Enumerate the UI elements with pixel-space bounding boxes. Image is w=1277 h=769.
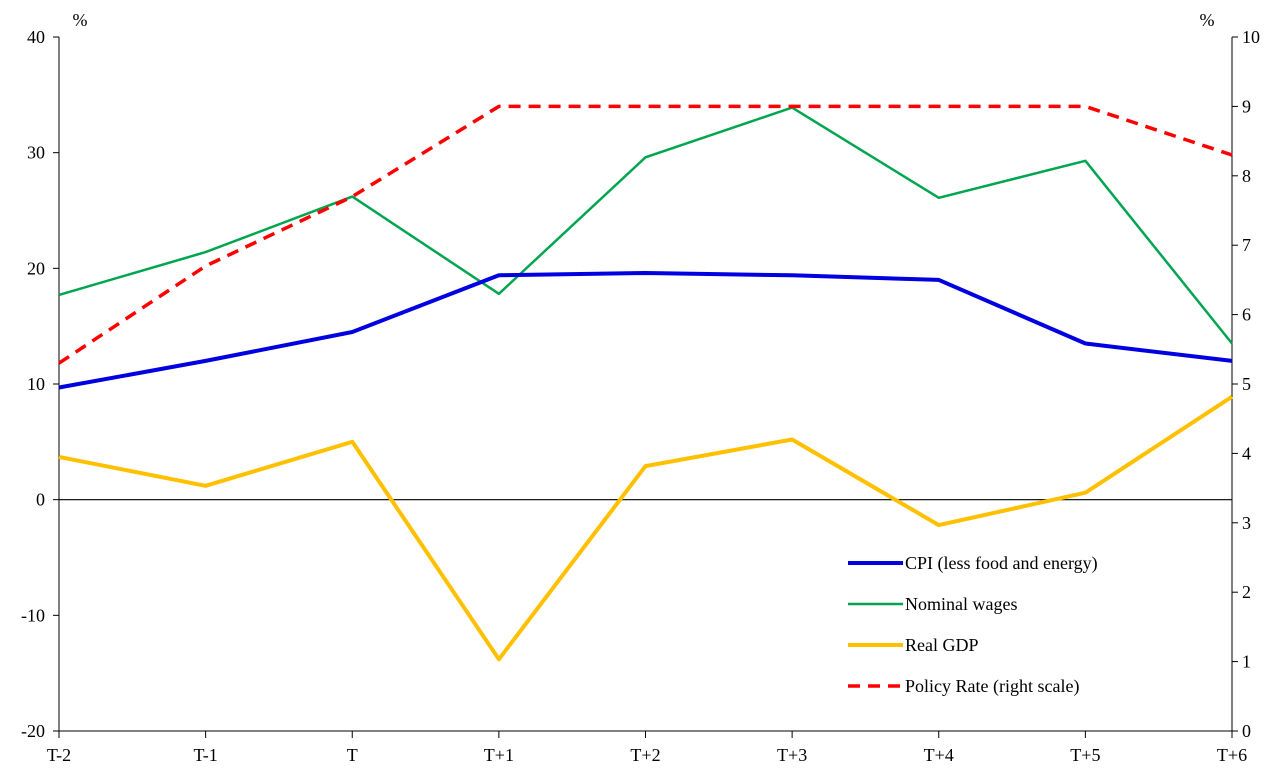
legend-label: Nominal wages: [905, 594, 1017, 614]
left-tick-label: 30: [27, 143, 45, 163]
left-tick-label: 0: [36, 490, 45, 510]
x-tick-label: T-2: [47, 745, 71, 765]
series-line-cpi-less-food-and-energy: [58, 271, 1233, 390]
x-tick-label: T+5: [1070, 745, 1100, 765]
series-layer: [58, 104, 1234, 662]
left-tick-label: 20: [27, 258, 45, 278]
axes: -20 -10 0 10 20 30 40 0 1 2 3 4 5 6 7 8 9 10 T-2 T-1 T T+1 T+2…: [21, 27, 1260, 765]
legend-label: CPI (less food and energy): [905, 553, 1098, 574]
right-tick-label: 6: [1242, 305, 1251, 325]
x-tick-label: T+2: [630, 745, 660, 765]
right-tick-label: 1: [1242, 652, 1251, 672]
series-line-real-gdp: [58, 395, 1234, 662]
legend: CPI (less food and energy) Nominal wages R…: [848, 553, 1098, 697]
left-tick-label: 10: [27, 374, 45, 394]
x-tick-label: T-1: [193, 745, 217, 765]
right-tick-label: 10: [1242, 27, 1260, 47]
right-tick-label: 5: [1242, 374, 1251, 394]
right-tick-label: 2: [1242, 582, 1251, 602]
series-line-nominal-wages: [58, 106, 1233, 345]
right-tick-label: 4: [1242, 443, 1251, 463]
left-tick-label: -10: [21, 605, 45, 625]
series-line-policy-rate-right-scale: [58, 104, 1233, 365]
legend-label: Real GDP: [905, 635, 979, 655]
left-tick-label: -20: [21, 721, 45, 741]
x-tick-label: T+4: [924, 745, 954, 765]
right-tick-label: 0: [1242, 721, 1251, 741]
legend-label: Policy Rate (right scale): [905, 676, 1079, 697]
x-tick-label: T+3: [777, 745, 807, 765]
right-tick-label: 7: [1242, 235, 1251, 255]
right-tick-label: 3: [1242, 513, 1251, 533]
x-tick-label: T+6: [1217, 745, 1247, 765]
left-axis-unit: %: [73, 10, 88, 30]
right-axis-unit: %: [1200, 10, 1215, 30]
x-tick-label: T+1: [484, 745, 514, 765]
left-tick-label: 40: [27, 27, 45, 47]
right-tick-label: 9: [1242, 96, 1251, 116]
x-tick-label: T: [347, 745, 358, 765]
right-tick-label: 8: [1242, 166, 1251, 186]
